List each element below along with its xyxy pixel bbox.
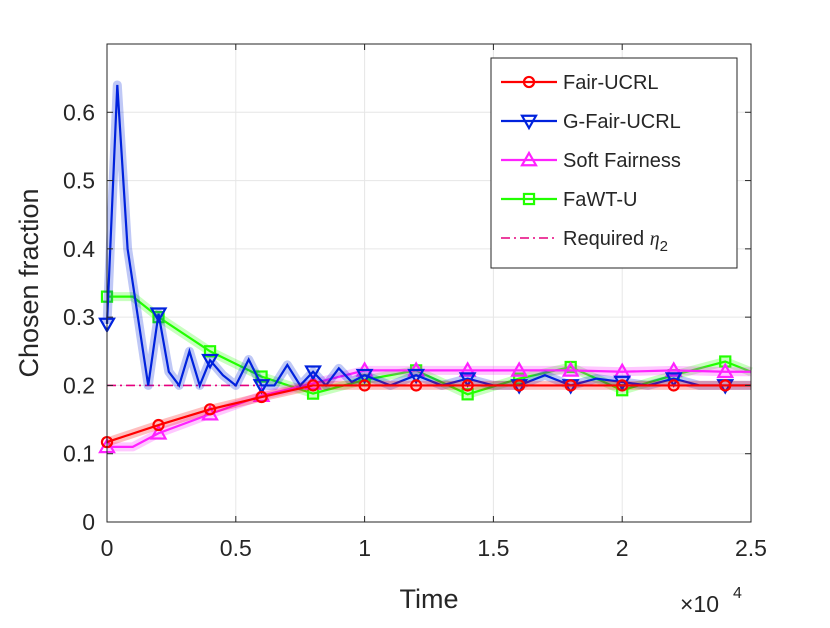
data-point-marker: [716, 362, 735, 379]
series-line: [106, 384, 751, 444]
legend-box: [490, 57, 738, 269]
x-axis-exponent: ×10 4: [680, 585, 742, 617]
data-point-marker: [149, 424, 168, 440]
x-tick-label: 2: [616, 535, 629, 561]
data-point-marker: [510, 361, 529, 377]
y-tick-label: 0.5: [63, 168, 95, 194]
data-point-marker: [520, 150, 538, 167]
data-point-marker: [252, 379, 271, 395]
data-point-marker: [461, 388, 474, 401]
data-point-marker: [522, 192, 536, 206]
legend-item: Fair-UCRL: [501, 72, 659, 94]
data-point-marker: [458, 372, 477, 388]
legend-item: FaWT-U: [501, 189, 637, 211]
data-point-marker: [304, 365, 322, 381]
ticks: 0 0.5 1 1.5 2 2.5 0 0.1 0.2 0.3 0.4 0.5 0.6: [63, 44, 767, 561]
x-tick-label: 0: [101, 535, 114, 561]
x-axis-label: Time: [400, 584, 459, 614]
legend-label: Soft Fairness: [563, 150, 681, 172]
legend-item: Soft Fairness: [501, 150, 681, 172]
legend-label: FaWT-U: [563, 189, 637, 211]
legend-label: Fair-UCRL: [563, 72, 659, 94]
y-tick-label: 0: [82, 509, 95, 535]
data-point-marker: [513, 379, 526, 392]
x-tick-label: 2.5: [735, 535, 767, 561]
data-point-marker: [201, 353, 219, 370]
data-point-marker: [152, 418, 165, 432]
data-point-marker: [719, 379, 732, 392]
data-point-marker: [520, 114, 538, 131]
data-point-marker: [458, 361, 477, 377]
data-point-marker: [513, 372, 526, 385]
y-tick-label: 0.6: [63, 99, 95, 125]
legend-label: G-Fair-UCRL: [563, 111, 681, 133]
x-tick-label: 0.5: [220, 535, 252, 561]
data-point-marker: [522, 75, 536, 89]
series-layer: [98, 80, 753, 454]
x-tick-label: 1: [358, 535, 371, 561]
y-tick-label: 0.2: [63, 372, 95, 398]
data-point-marker: [667, 379, 680, 392]
data-point-marker: [306, 379, 320, 392]
legend-item: Required η2: [501, 228, 668, 255]
data-point-marker: [149, 307, 168, 323]
data-point-marker: [255, 390, 268, 404]
data-point-marker: [664, 372, 683, 388]
y-axis-label: Chosen fraction: [14, 188, 44, 377]
x-tick-label: 1.5: [477, 535, 509, 561]
data-point-marker: [564, 379, 577, 392]
series-fair-ucrl: [100, 379, 751, 449]
data-point-marker: [561, 361, 580, 377]
data-point-marker: [407, 368, 426, 385]
y-tick-label: 0.4: [63, 236, 95, 262]
data-point-marker: [355, 368, 374, 385]
legend: Fair-UCRL G-Fair-UCRL Soft Fairness FaWT-U R…: [490, 57, 738, 269]
axes-box: [106, 43, 752, 523]
series-line: [105, 84, 751, 389]
y-tick-label: 0.3: [63, 304, 95, 330]
data-point-marker: [664, 361, 683, 377]
x-exponent-power: 4: [733, 585, 742, 602]
data-point-marker: [358, 379, 371, 392]
data-point-marker: [203, 403, 217, 416]
data-point-marker: [203, 345, 217, 358]
y-tick-label: 0.1: [63, 441, 95, 467]
x-exponent-base: ×10: [680, 591, 719, 617]
data-point-marker: [461, 379, 474, 392]
data-point-marker: [409, 379, 423, 392]
series-g-fair-ucrl: [98, 80, 751, 395]
data-point-marker: [616, 379, 629, 392]
legend-label: Required η2: [563, 228, 668, 255]
legend-item: G-Fair-UCRL: [501, 111, 681, 133]
